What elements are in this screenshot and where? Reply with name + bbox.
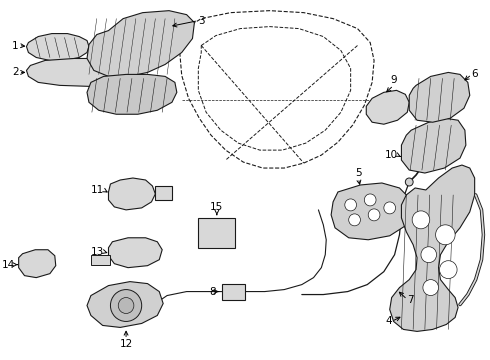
- Polygon shape: [401, 118, 466, 173]
- Polygon shape: [108, 178, 155, 210]
- Polygon shape: [366, 90, 409, 124]
- Polygon shape: [198, 218, 235, 248]
- Circle shape: [349, 214, 361, 226]
- Polygon shape: [91, 255, 110, 265]
- Text: 12: 12: [120, 339, 133, 350]
- Text: 8: 8: [209, 287, 216, 297]
- Circle shape: [384, 202, 395, 214]
- Text: 11: 11: [90, 185, 103, 195]
- Polygon shape: [26, 58, 135, 86]
- Polygon shape: [108, 238, 162, 268]
- Circle shape: [110, 289, 142, 321]
- Polygon shape: [19, 250, 56, 278]
- Polygon shape: [409, 72, 470, 122]
- Text: 15: 15: [210, 202, 223, 212]
- Text: 10: 10: [384, 150, 397, 160]
- Text: 6: 6: [472, 69, 478, 80]
- Text: 7: 7: [407, 294, 414, 305]
- Text: 5: 5: [355, 168, 362, 178]
- Circle shape: [421, 247, 437, 263]
- Text: 14: 14: [1, 260, 15, 270]
- Text: 13: 13: [90, 247, 103, 257]
- Text: 4: 4: [385, 316, 392, 327]
- Polygon shape: [87, 75, 177, 114]
- Circle shape: [423, 280, 439, 296]
- Circle shape: [412, 211, 430, 229]
- Polygon shape: [87, 11, 195, 76]
- Polygon shape: [26, 33, 89, 60]
- Polygon shape: [155, 186, 172, 200]
- Circle shape: [405, 178, 413, 186]
- Text: 2: 2: [12, 67, 19, 77]
- Text: 9: 9: [391, 75, 397, 85]
- Circle shape: [440, 261, 457, 279]
- Circle shape: [436, 225, 455, 245]
- Circle shape: [365, 194, 376, 206]
- Polygon shape: [222, 284, 245, 300]
- Polygon shape: [390, 165, 475, 332]
- Polygon shape: [87, 282, 163, 328]
- Circle shape: [118, 298, 134, 314]
- Circle shape: [368, 209, 380, 221]
- Text: 1: 1: [12, 41, 19, 50]
- Circle shape: [345, 199, 357, 211]
- Polygon shape: [331, 183, 411, 240]
- Text: 3: 3: [198, 15, 205, 26]
